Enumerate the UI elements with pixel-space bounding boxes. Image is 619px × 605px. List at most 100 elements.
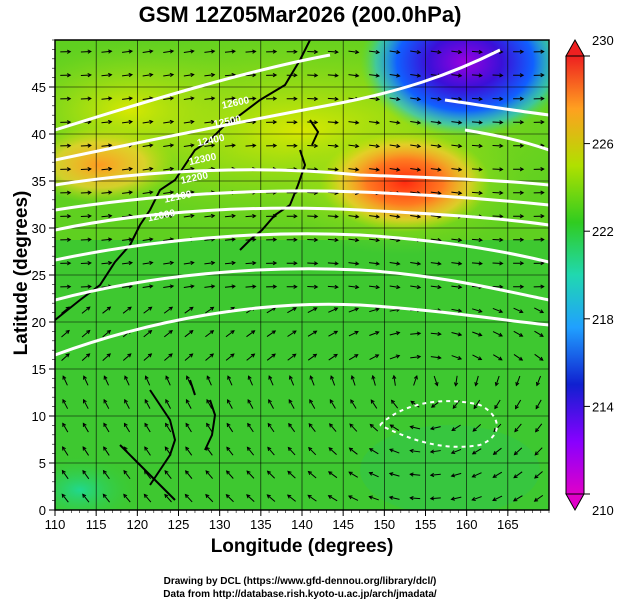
wind-arrow	[247, 423, 254, 433]
wind-arrow-head	[66, 261, 72, 266]
wind-arrow	[165, 375, 171, 386]
wind-arrow	[410, 426, 421, 430]
wind-arrow	[451, 50, 462, 53]
y-tick-label: 15	[32, 362, 46, 377]
wind-arrow-head	[334, 237, 339, 243]
wind-arrow	[369, 97, 380, 100]
wind-arrow-head	[492, 497, 497, 502]
wind-arrow-head	[478, 143, 483, 149]
wind-arrow	[122, 74, 133, 77]
wind-arrow-head	[127, 306, 132, 311]
wind-arrow-head	[169, 72, 175, 78]
wind-arrow	[328, 471, 338, 479]
wind-arrow	[226, 494, 234, 503]
wind-arrow-head	[478, 49, 483, 55]
wind-arrow-head	[293, 49, 298, 54]
wind-arrow	[247, 399, 254, 409]
wind-arrow	[389, 308, 400, 312]
wind-arrow-head	[169, 96, 175, 101]
wind-arrow	[101, 121, 112, 124]
wind-arrow	[410, 497, 421, 500]
wind-arrow	[369, 308, 379, 313]
wind-arrow	[142, 168, 153, 171]
wind-arrow	[61, 306, 70, 314]
wind-arrow-head	[416, 167, 422, 172]
wind-arrow-head	[272, 261, 278, 266]
wind-arrow-head	[184, 470, 190, 475]
wind-arrow	[184, 306, 194, 314]
wind-arrow	[348, 354, 358, 361]
x-tick-label: 120	[126, 517, 148, 532]
wind-arrow	[289, 375, 295, 386]
wind-arrow-head	[375, 96, 381, 102]
wind-arrow-head	[123, 422, 128, 427]
wind-arrow-head	[189, 330, 194, 335]
wind-arrow	[204, 238, 215, 241]
contour-line	[464, 128, 549, 152]
wind-arrow-head	[190, 260, 195, 266]
wind-arrow-head	[209, 330, 215, 335]
wind-arrow-head	[251, 330, 256, 335]
wind-arrow-head	[293, 214, 298, 219]
wind-arrow	[327, 168, 338, 171]
wind-arrow	[226, 470, 234, 479]
wind-arrow	[122, 50, 133, 53]
wind-arrow	[224, 144, 235, 147]
wind-arrow	[103, 446, 110, 456]
wind-arrow	[390, 424, 400, 431]
x-axis: 110 115 120 125 130 135 140 145 150 155 160 165	[45, 510, 550, 532]
wind-arrow-head	[452, 404, 457, 410]
wind-arrow-head	[227, 398, 231, 404]
wind-arrow	[389, 121, 400, 124]
wind-arrow	[471, 121, 482, 124]
wind-arrow	[245, 262, 256, 265]
wind-arrow	[163, 306, 173, 314]
wind-arrow	[369, 424, 379, 432]
wind-arrow-head	[189, 353, 194, 358]
wind-arrow-head	[87, 190, 92, 195]
wind-arrow	[184, 330, 194, 338]
wind-arrow	[471, 262, 482, 265]
wind-arrow-head	[457, 190, 463, 196]
wind-arrow	[185, 494, 193, 503]
wind-arrow	[410, 356, 421, 359]
wind-arrow-head	[66, 237, 72, 242]
wind-arrow-head	[272, 49, 278, 54]
wind-arrow-head	[124, 375, 129, 380]
wind-arrow-head	[225, 470, 231, 475]
wind-arrow	[124, 375, 130, 386]
wind-arrow-head	[252, 284, 257, 289]
wind-arrow-head	[247, 398, 252, 404]
wind-arrow	[122, 238, 133, 241]
wind-arrow-head	[313, 96, 319, 101]
wind-arrow-head	[457, 261, 463, 266]
wind-arrow	[369, 121, 380, 124]
wind-arrow	[82, 494, 90, 503]
wind-arrow-head	[293, 96, 298, 101]
contour-line	[55, 232, 549, 264]
wind-arrow-head	[396, 214, 401, 219]
wind-arrow-head	[106, 353, 111, 358]
wind-arrow	[163, 144, 174, 147]
wind-arrow-head	[189, 306, 194, 311]
wind-arrow-head	[492, 474, 497, 478]
x-tick-label: 165	[497, 517, 519, 532]
wind-arrow	[61, 330, 70, 338]
wind-arrow-head	[396, 261, 401, 266]
wind-arrow-head	[87, 96, 92, 101]
wind-arrow-head	[313, 143, 319, 148]
wind-arrow	[287, 494, 296, 502]
wind-arrow-head	[457, 167, 463, 172]
wind-arrow	[185, 470, 193, 479]
wind-arrow	[145, 375, 151, 386]
wind-arrow	[515, 399, 522, 409]
wind-arrow-head	[349, 423, 354, 428]
wind-arrow	[165, 423, 172, 433]
wind-arrow-head	[205, 493, 210, 499]
wind-arrow	[163, 238, 174, 241]
wind-arrow	[144, 446, 151, 456]
wind-arrow-head	[396, 143, 401, 149]
wind-arrow-head	[205, 446, 210, 451]
wind-arrow	[348, 471, 358, 478]
wind-arrow-head	[313, 237, 319, 242]
